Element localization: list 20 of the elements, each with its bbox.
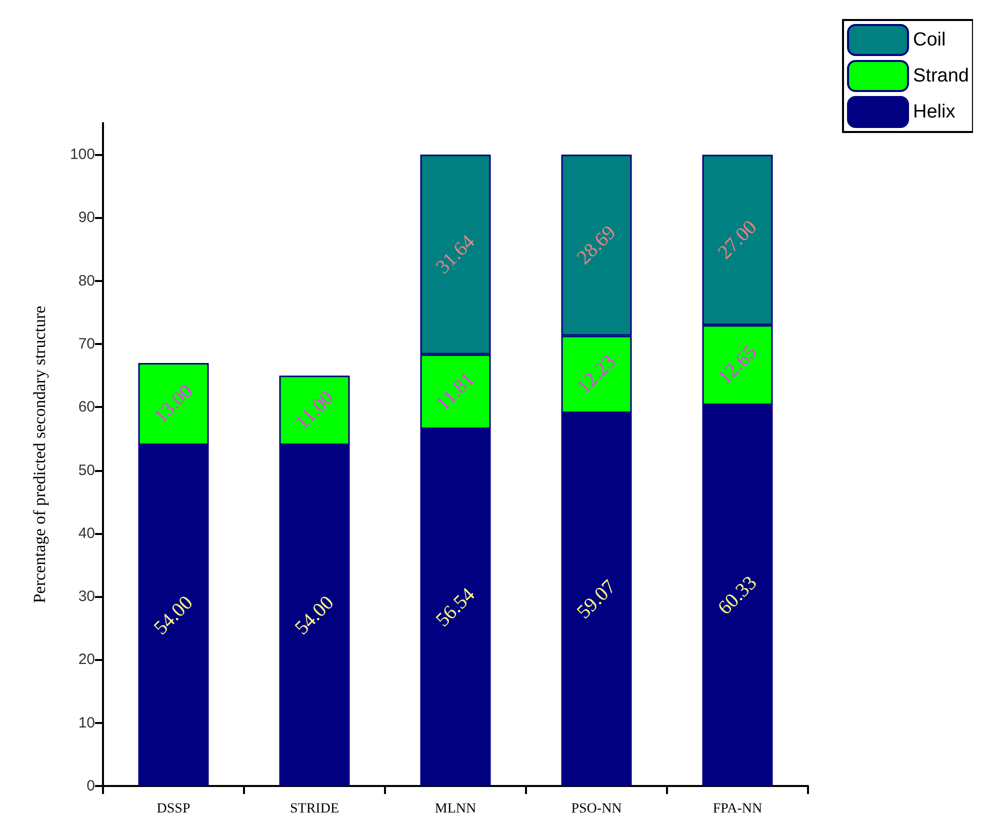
legend-label: Helix (913, 102, 956, 122)
y-tick-label: 10 (78, 714, 95, 732)
y-tick-label: 80 (78, 272, 95, 290)
y-tick-label: 60 (78, 398, 95, 416)
y-tick-label: 20 (78, 651, 95, 668)
y-tick-label: 40 (78, 524, 95, 542)
y-tick-label: 50 (78, 462, 95, 479)
y-tick-label: 70 (78, 336, 95, 352)
y-tick-label: 100 (70, 146, 95, 164)
x-tick-label: PSO-NN (571, 802, 622, 816)
y-tick-label: 0 (86, 778, 95, 794)
x-tick-label: STRIDE (290, 802, 339, 816)
legend-label: Coil (913, 30, 946, 50)
x-tick-label: DSSP (156, 802, 190, 816)
y-tick-label: 30 (78, 588, 95, 606)
y-axis-title: Percentage of predicted secondary structure (30, 306, 49, 604)
y-tick-label: 90 (78, 209, 95, 226)
x-tick-label: FPA-NN (712, 802, 762, 816)
legend-label: Strand (913, 66, 970, 86)
x-tick-label: MLNN (434, 802, 476, 816)
